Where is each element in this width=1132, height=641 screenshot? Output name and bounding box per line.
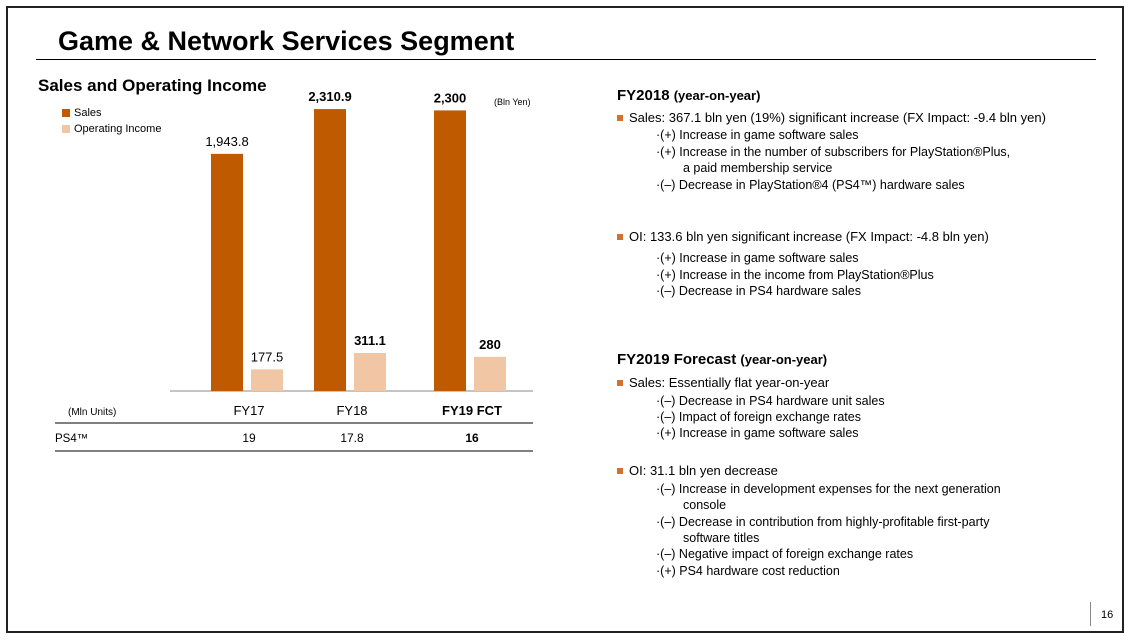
- fy2019-oi-item: ·(–) Increase in development expenses fo…: [656, 482, 1001, 496]
- bar-operating-income: [354, 353, 386, 391]
- data-label: 177.5: [251, 349, 284, 364]
- fy2018-title: FY2018 (year-on-year): [617, 87, 760, 104]
- fy2019-sales-bullet: Sales: Essentially flat year-on-year: [617, 375, 829, 390]
- fy2019-sales-item: ·(–) Impact of foreign exchange rates: [656, 410, 861, 424]
- bullet-square-icon: [617, 467, 623, 474]
- legend-swatch-operating-income: [62, 125, 70, 133]
- data-label: 1,943.8: [205, 134, 248, 149]
- title-divider: [36, 59, 1096, 60]
- legend-label-operating-income: Operating Income: [74, 123, 162, 135]
- fy2019-sales-text: Sales: Essentially flat year-on-year: [629, 375, 830, 390]
- table-cell: 19: [242, 431, 256, 445]
- legend-item-sales: Sales: [62, 105, 161, 121]
- chart-title: Sales and Operating Income: [38, 76, 267, 95]
- bar-operating-income: [474, 356, 506, 391]
- fy2018-sales-item: ·(+) Increase in game software sales: [656, 128, 859, 142]
- fy2019-oi-item: ·(–) Negative impact of foreign exchange…: [656, 547, 914, 561]
- x-tick-label: FY17: [233, 403, 264, 418]
- page-number: 16: [1101, 609, 1114, 621]
- data-label: 2,300: [434, 90, 467, 105]
- fy2019-title-suffix: (year-on-year): [740, 352, 828, 367]
- fy2018-oi-item: ·(+) Increase in game software sales: [656, 251, 859, 265]
- data-label: 311.1: [354, 333, 386, 348]
- fy2019-sales-item: ·(–) Decrease in PS4 hardware unit sales: [656, 394, 885, 408]
- chart-legend: Sales Operating Income: [62, 105, 161, 137]
- bar-chart: 1,943.8 177.5 FY17 19 2,310.9 311.1 FY18 17.8 2,…: [55, 89, 533, 452]
- fy2018-title-suffix: (year-on-year): [673, 88, 761, 103]
- fy2019-sales-item: ·(+) Increase in game software sales: [656, 426, 859, 440]
- fy2018-sales-text: Sales: 367.1 bln yen (19%) significant i…: [629, 110, 1046, 125]
- fy2019-oi-item: software titles: [683, 531, 760, 545]
- page-number-divider: [1090, 602, 1091, 626]
- fy2018-oi-text: OI: 133.6 bln yen significant increase (…: [629, 229, 989, 244]
- fy2019-title-main: FY2019 Forecast: [617, 351, 737, 368]
- fy2018-sales-item: ·(–) Decrease in PlayStation®4 (PS4™) ha…: [656, 178, 965, 192]
- table-row-label: PS4™: [55, 433, 88, 445]
- fy2018-sales-item: ·(+) Increase in the number of subscribe…: [656, 145, 1011, 159]
- bar-sales: [314, 109, 346, 392]
- x-tick-label: FY19 FCT: [442, 403, 502, 418]
- fy2019-title: FY2019 Forecast (year-on-year): [617, 351, 827, 368]
- legend-item-operating-income: Operating Income: [62, 121, 161, 137]
- fy2019-oi-bullet: OI: 31.1 bln yen decrease: [617, 463, 778, 478]
- legend-swatch-sales: [62, 109, 70, 117]
- table-cell: 16: [465, 431, 479, 445]
- data-label: 280: [479, 337, 501, 352]
- fy2019-oi-item: ·(–) Decrease in contribution from highl…: [656, 515, 990, 529]
- table-header-label: (Mln Units): [68, 407, 116, 418]
- legend-label-sales: Sales: [74, 107, 102, 119]
- fy2018-title-main: FY2018: [617, 87, 670, 104]
- slide-frame: [6, 6, 1124, 633]
- fy2018-oi-item: ·(–) Decrease in PS4 hardware sales: [656, 284, 861, 298]
- fy2018-sales-bullet: Sales: 367.1 bln yen (19%) significant i…: [617, 110, 1046, 125]
- page-title: Game & Network Services Segment: [58, 26, 515, 56]
- chart-unit-label: (Bln Yen): [494, 97, 531, 107]
- bar-sales: [434, 110, 466, 392]
- fy2018-oi-bullet: OI: 133.6 bln yen significant increase (…: [617, 229, 989, 244]
- bar-sales: [211, 153, 243, 391]
- fy2019-oi-text: OI: 31.1 bln yen decrease: [629, 463, 778, 478]
- fy2019-oi-item: ·(+) PS4 hardware cost reduction: [656, 564, 840, 578]
- bullet-square-icon: [617, 233, 623, 240]
- table-cell: 17.8: [340, 431, 364, 445]
- bullet-square-icon: [617, 114, 623, 121]
- data-label: 2,310.9: [308, 89, 351, 104]
- fy2019-oi-item: console: [683, 498, 727, 512]
- fy2018-oi-item: ·(+) Increase in the income from PlaySta…: [656, 268, 934, 282]
- bar-operating-income: [251, 369, 283, 391]
- bullet-square-icon: [617, 379, 623, 386]
- x-tick-label: FY18: [336, 403, 367, 418]
- fy2018-sales-item: a paid membership service: [683, 161, 833, 175]
